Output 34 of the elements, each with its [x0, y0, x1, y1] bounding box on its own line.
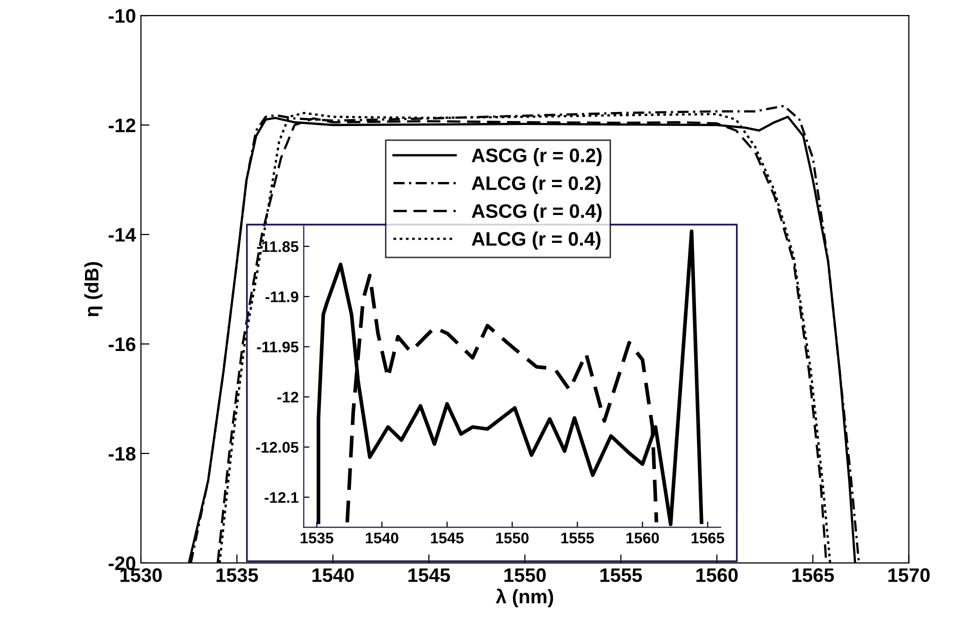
y-tick-label: -11.9 — [265, 291, 298, 302]
x-tick-label: 1550 — [496, 532, 529, 544]
y-tick-label: -20 — [108, 556, 136, 570]
y-tick-label: -11.85 — [256, 241, 298, 252]
x-tick-label: 1565 — [792, 568, 834, 582]
y-tick-label: -18 — [108, 446, 136, 461]
legend-label: ASCG (r = 0.4) — [472, 204, 602, 222]
x-tick-label: 1545 — [408, 568, 450, 582]
x-tick-label: 1570 — [888, 568, 930, 582]
legend-label: ALCG (r = 0.4) — [472, 232, 600, 250]
y-tick-label: -11.95 — [256, 342, 298, 352]
x-tick-label: 1540 — [312, 568, 354, 582]
legend-label: ASCG (r = 0.2) — [472, 148, 602, 166]
y-tick-label: -10 — [108, 9, 136, 23]
y-tick-label: -12.1 — [264, 492, 298, 503]
y-tick-label: -12 — [277, 392, 298, 402]
x-tick-label: 1560 — [696, 568, 738, 582]
x-tick-label: 1530 — [120, 568, 162, 582]
x-tick-label: 1535 — [300, 532, 334, 544]
legend-label: ALCG (r = 0.2) — [472, 176, 600, 194]
y-tick-label: -12.05 — [256, 442, 298, 453]
y-axis-title: η (dB) — [84, 262, 102, 316]
x-tick-label: 1555 — [561, 532, 594, 544]
x-tick-label: 1555 — [600, 568, 642, 582]
x-tick-label: 1535 — [216, 568, 258, 582]
y-tick-label: -16 — [108, 337, 136, 352]
x-tick-label: 1560 — [626, 532, 659, 544]
y-tick-label: -14 — [108, 228, 136, 242]
y-tick-label: -12 — [108, 118, 136, 132]
x-axis-title: λ (nm) — [496, 588, 554, 608]
x-tick-label: 1565 — [692, 532, 724, 544]
x-tick-label: 1550 — [504, 568, 546, 582]
x-tick-label: 1540 — [366, 532, 398, 544]
x-tick-label: 1545 — [431, 532, 464, 544]
